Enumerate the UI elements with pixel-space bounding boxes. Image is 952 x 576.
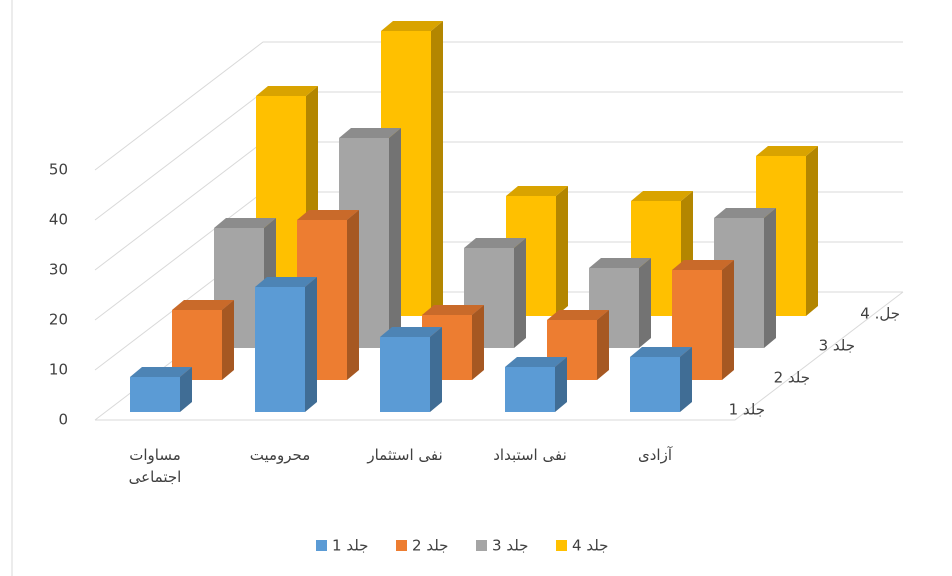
y-tick-label: 30 bbox=[49, 261, 68, 279]
bar-side bbox=[764, 208, 776, 348]
bar-side bbox=[639, 258, 651, 348]
legend-label: جلد 3 bbox=[492, 537, 528, 555]
legend-swatch bbox=[396, 540, 407, 551]
legend-label: جلد 1 bbox=[332, 537, 368, 555]
x-tick-label: محرومیت bbox=[235, 444, 325, 466]
depth-tick-label: جلد 2 bbox=[774, 369, 810, 387]
depth-tick-label: جل. 4 bbox=[860, 305, 900, 323]
bar-side bbox=[722, 260, 734, 380]
bar bbox=[630, 357, 680, 412]
bar-side bbox=[472, 305, 484, 380]
bar bbox=[505, 367, 555, 412]
y-tick-label: 20 bbox=[49, 311, 68, 329]
bar-side bbox=[680, 347, 692, 412]
depth-tick-label: جلد 3 bbox=[819, 337, 855, 355]
bar-side bbox=[556, 186, 568, 316]
bar-side bbox=[389, 128, 401, 348]
depth-tick-label: جلد 1 bbox=[729, 401, 765, 419]
bar-side bbox=[431, 21, 443, 316]
x-tick-label: مساوات اجتماعی bbox=[110, 444, 200, 488]
x-tick-label: نفی استثمار bbox=[360, 444, 450, 466]
legend-swatch bbox=[476, 540, 487, 551]
bar-side bbox=[430, 327, 442, 412]
x-tick-label: آزادی bbox=[610, 444, 700, 466]
y-tick-label: 10 bbox=[49, 361, 68, 379]
legend-swatch bbox=[316, 540, 327, 551]
bar bbox=[380, 337, 430, 412]
bar-side bbox=[222, 300, 234, 380]
bar-side bbox=[806, 146, 818, 316]
legend-label: جلد 4 bbox=[572, 537, 608, 555]
bar-side bbox=[347, 210, 359, 380]
chart-svg: 0 10 20 30 40 50 جلد 1 جلد 2 جلد 3 جل. 4 جلد 1 جلد … bbox=[0, 0, 952, 576]
x-tick-label: نفی استبداد bbox=[485, 444, 575, 466]
bar-side bbox=[514, 238, 526, 348]
legend-label: جلد 2 bbox=[412, 537, 448, 555]
chart: 0 10 20 30 40 50 جلد 1 جلد 2 جلد 3 جل. 4 جلد 1 جلد … bbox=[0, 0, 952, 576]
bar-side bbox=[305, 277, 317, 412]
bar-side bbox=[597, 310, 609, 380]
bar bbox=[255, 287, 305, 412]
bar bbox=[130, 377, 180, 412]
y-tick-label: 50 bbox=[49, 161, 68, 179]
legend-swatch bbox=[556, 540, 567, 551]
y-tick-label: 40 bbox=[49, 211, 68, 229]
y-tick-label: 0 bbox=[58, 411, 68, 429]
